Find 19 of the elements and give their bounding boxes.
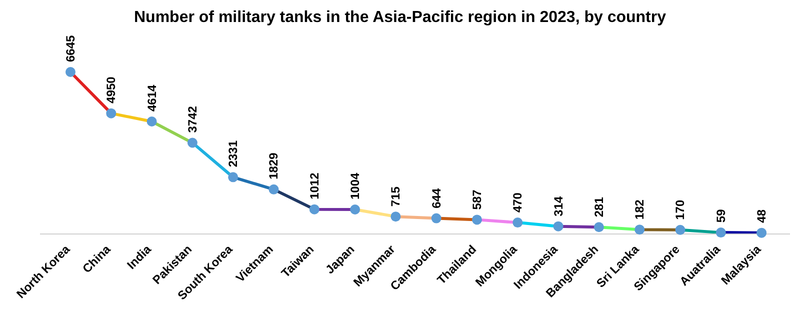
data-label: 644	[429, 188, 444, 208]
chart-title: Number of military tanks in the Asia-Pacific region in 2023, by country	[133, 8, 667, 28]
data-label: 3742	[185, 106, 200, 133]
data-label: 48	[754, 209, 769, 223]
data-label: 2331	[226, 140, 240, 168]
data-label: 715	[388, 186, 403, 207]
data-label: 281	[592, 196, 606, 218]
data-label: 182	[632, 199, 647, 220]
data-label: 4614	[144, 84, 159, 112]
data-label: 170	[673, 200, 688, 220]
data-label: 59	[714, 208, 728, 223]
data-label: 587	[470, 189, 484, 210]
data-label: 314	[551, 196, 566, 216]
data-label: 470	[510, 192, 525, 213]
data-label: 4950	[104, 76, 118, 104]
data-label: 1829	[266, 152, 281, 180]
data-label: 1004	[348, 172, 362, 200]
data-label: 1012	[307, 172, 322, 200]
data-label: 6645	[63, 34, 78, 62]
